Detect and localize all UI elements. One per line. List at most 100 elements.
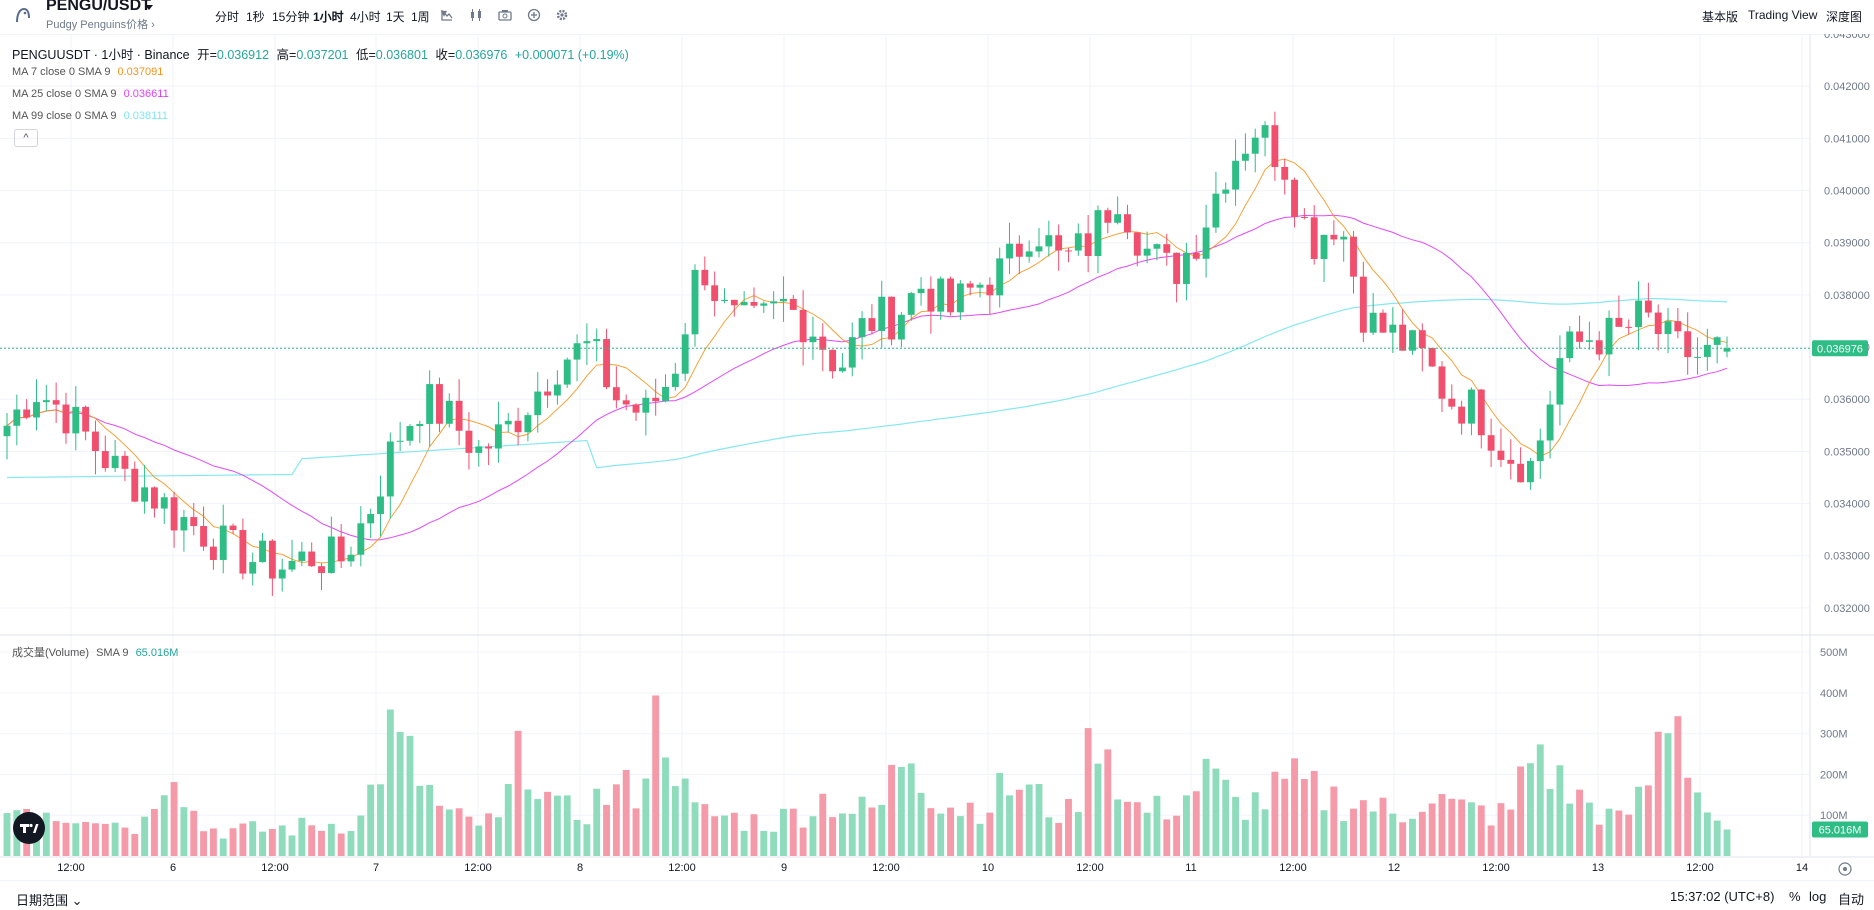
volume-bar [553,795,561,856]
volume-bar [1300,779,1308,856]
volume-bar [524,789,532,856]
scale-settings-dot [1843,867,1847,871]
candle-body [1094,210,1102,256]
x-tick-label: 12:00 [1279,862,1307,874]
volume-bar [789,808,797,856]
volume-bar [347,831,355,856]
candle-body [1124,214,1131,233]
candle-body [1222,189,1230,194]
interval-0[interactable]: 分时 [215,10,240,24]
volume-bar [1517,766,1525,856]
volume-bar [1320,810,1328,856]
x-tick-label: 11 [1185,862,1196,874]
candle-body [367,514,375,524]
candle-body [386,441,394,497]
pair-subtitle-link[interactable]: Pudgy Penguins价格 › [46,19,155,31]
ma7-legend[interactable]: MA 7 close 0 SMA 9 0.037091 [12,66,167,78]
volume-bar [1271,771,1279,856]
x-tick-label: 8 [577,862,583,874]
volume-bar [436,805,443,856]
candle-body [1448,398,1456,407]
x-tick-label: 14 [1796,862,1808,874]
chevron-down-icon[interactable] [145,3,153,11]
high-value: 0.037201 [296,48,349,62]
x-tick-label: 12:00 [57,862,85,874]
interval-4[interactable]: 4小时 [350,10,381,24]
date-range-button[interactable]: 日期范围 ⌄ [16,893,83,908]
candle-body [111,455,119,469]
candle-body [1359,276,1367,333]
x-tick-label: 12:00 [1482,862,1510,874]
interval-2[interactable]: 15分钟 [272,10,310,24]
camera-icon[interactable] [498,8,512,22]
volume-bar [1644,785,1652,856]
candle-body [141,487,149,502]
interval-6[interactable]: 1周 [411,10,430,24]
candle-body [809,336,817,343]
volume-bar [219,838,227,856]
interval-3[interactable]: 1小时 [313,10,344,24]
volume-bar [416,785,424,856]
vol-tick-label: 400M [1820,688,1848,700]
ma25-legend[interactable]: MA 25 close 0 SMA 9 0.036611 [12,88,173,100]
ma99-label: MA 99 close 0 SMA 9 [12,110,117,122]
basic-view-link[interactable]: 基本版 [1702,10,1739,24]
volume-bar [82,821,90,856]
volume-bar [1438,794,1446,856]
price-chart[interactable]: 0.043000 0.042000 0.041000 0.040000 0.039000… [0,34,1874,880]
volume-bar [966,802,974,856]
collapse-legend-button[interactable]: ^ [14,129,38,147]
candle-body [1409,330,1416,351]
volume-bar [42,812,50,856]
interval-5[interactable]: 1天 [386,10,405,24]
candle-body [268,540,276,579]
candle-body [436,384,443,424]
tv-logo-icon [20,823,39,833]
candle-body [42,400,50,403]
volume-bar [92,823,99,856]
volume-bar [318,830,325,856]
ma99-legend[interactable]: MA 99 close 0 SMA 9 0.038111 [12,110,172,122]
candles-icon[interactable] [469,8,483,22]
volume-bar [1625,814,1633,856]
volume-legend[interactable]: 成交量(Volume) SMA 9 65.016M [12,644,182,660]
vol-tick-label: 300M [1820,729,1848,741]
candle-body [190,517,198,527]
volume-bar [141,816,149,856]
candle-body [82,406,90,432]
y-tick-label: 0.038000 [1824,290,1870,302]
volume-bar [1684,777,1692,856]
volume-bar [386,709,394,856]
volume-bar [1281,778,1289,856]
candle-body [524,415,532,433]
percent-toggle[interactable]: % [1789,889,1801,904]
depth-chart-link[interactable]: 深度图 [1826,10,1863,24]
candle-body [829,349,837,372]
add-indicator-icon[interactable] [527,8,541,22]
volume-bar [583,824,591,856]
pair-title[interactable]: PENGU/USDT [46,0,151,14]
y-tick-label: 0.043000 [1824,34,1870,41]
gear-icon[interactable] [555,8,569,22]
volume-bar [259,831,266,856]
interval-1[interactable]: 1秒 [246,10,265,24]
volume-bar [770,831,778,856]
volume-bar [1212,768,1220,856]
volume-bar [406,735,414,856]
volume-bar [563,795,571,856]
volume-bar [701,804,709,856]
vol-tick-label: 100M [1820,810,1848,822]
candle-body [534,391,542,416]
x-tick-label: 7 [373,862,379,874]
auto-toggle[interactable]: 自动 [1838,892,1865,907]
volume-bar [1605,808,1613,856]
candle-body [1468,389,1475,424]
chart-type-icon[interactable] [440,8,454,22]
log-toggle[interactable]: log [1809,889,1827,904]
volume-bar [1399,822,1407,856]
tradingview-link[interactable]: Trading View [1748,8,1818,22]
candle-body [465,430,473,453]
candle-body [1074,233,1082,251]
volume-bar [1163,819,1171,856]
tradingview-logo[interactable] [13,812,45,844]
